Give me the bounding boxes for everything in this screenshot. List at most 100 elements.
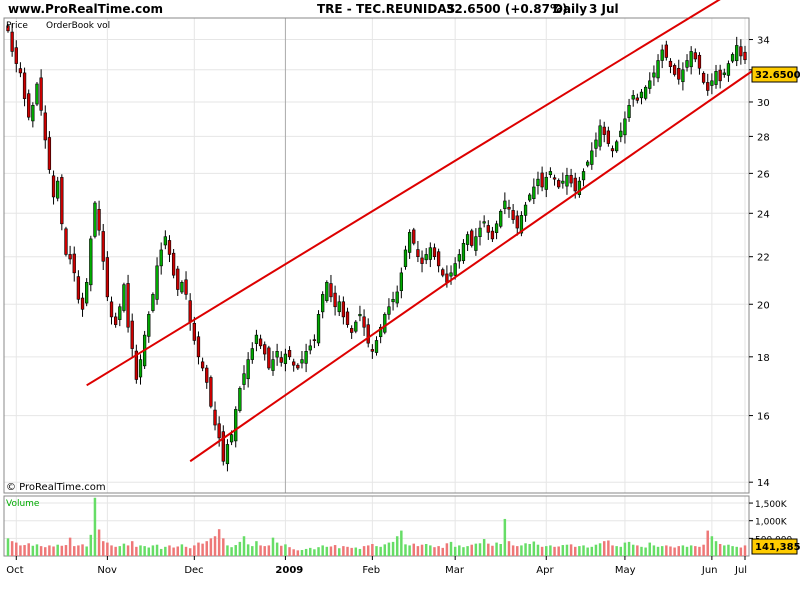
candle-body	[449, 272, 453, 277]
candle-body	[523, 204, 528, 216]
volume-bar	[553, 546, 556, 556]
volume-bar	[499, 544, 502, 556]
volume-bar	[437, 546, 440, 556]
candle-body	[321, 294, 325, 313]
volume-bar	[714, 541, 718, 556]
volume-bar	[462, 547, 465, 556]
volume-bar	[126, 545, 130, 556]
candle-body	[6, 25, 10, 32]
x-tick-label: Jun	[701, 565, 718, 576]
candle-body	[619, 130, 623, 138]
price-panel-frame	[3, 17, 750, 494]
candle-body	[242, 373, 246, 385]
volume-bar	[325, 546, 329, 556]
candle-body	[577, 180, 582, 195]
candle-body	[714, 71, 718, 85]
volume-bar	[246, 544, 250, 556]
volume-bar	[495, 542, 498, 556]
volume-bar	[193, 545, 196, 556]
volume-bar	[528, 544, 531, 556]
volume-bar	[718, 544, 722, 556]
volume-bar	[118, 546, 122, 556]
candle-body	[374, 340, 379, 353]
candle-body	[205, 367, 209, 383]
volume-bar	[590, 546, 594, 556]
volume-panel-label: Volume	[6, 499, 40, 509]
period-label: Daily	[553, 2, 588, 16]
volume-bar	[383, 544, 387, 556]
candle-body	[677, 67, 681, 80]
volume-bar	[420, 544, 424, 556]
volume-bar	[615, 546, 618, 556]
volume-bar	[400, 530, 403, 556]
volume-bar	[412, 543, 416, 556]
volume-bar	[735, 546, 738, 556]
axes-labels: 1416182022242628303234OctNovDec2009FebMa…	[6, 36, 792, 576]
volume-bar	[60, 545, 64, 556]
volume-bar	[433, 547, 436, 556]
volume-bar	[81, 544, 84, 556]
candle-body	[710, 80, 714, 86]
volume-bar	[507, 541, 511, 556]
volume-bar	[197, 542, 200, 556]
volume-bar	[52, 546, 55, 556]
volume-bar	[627, 541, 631, 556]
volume-bar	[362, 546, 366, 556]
candle-body	[31, 105, 35, 122]
volume-bar	[487, 543, 490, 556]
candle-body	[155, 265, 159, 300]
volume-bar	[114, 546, 117, 556]
candle-body	[234, 409, 238, 442]
candle-body	[474, 236, 478, 251]
volume-bar	[288, 547, 291, 556]
volume-bar	[391, 541, 395, 556]
candle-body	[412, 229, 416, 244]
candle-body	[557, 180, 561, 188]
volume-bar	[358, 548, 362, 556]
candle-body	[316, 314, 321, 344]
candle-body	[196, 336, 201, 358]
volume-bar	[478, 543, 482, 556]
last-price-tag: 32.6500	[755, 70, 800, 81]
volume-bar	[180, 544, 184, 556]
volume-bar	[337, 548, 341, 556]
volume-bar	[56, 544, 59, 556]
volume-bar	[27, 543, 30, 556]
volume-bar	[300, 550, 304, 556]
x-tick-label: Mar	[445, 565, 465, 576]
candle-body	[615, 141, 619, 152]
candle-body	[109, 301, 114, 318]
volume-bar	[524, 543, 527, 556]
site-name[interactable]: www.ProRealTime.com	[8, 2, 163, 16]
volume-bar	[73, 546, 76, 556]
candle-body	[519, 215, 524, 234]
candle-body	[159, 249, 163, 267]
candle-body	[176, 268, 180, 290]
y-tick-label: 18	[757, 353, 770, 364]
volume-bar	[238, 541, 242, 556]
volume-bar	[321, 545, 324, 556]
volume-bar	[689, 545, 693, 556]
candle-body	[80, 297, 85, 310]
volume-bar	[557, 546, 560, 556]
volume-bar	[184, 546, 188, 556]
candle-body	[254, 334, 259, 344]
volume-bar	[176, 546, 180, 556]
candle-body	[308, 345, 312, 351]
candle-body	[664, 44, 668, 58]
date-label: 3 Jul	[589, 2, 619, 16]
candle-body	[72, 253, 76, 274]
candle-body	[130, 320, 134, 349]
candle-body	[540, 172, 544, 188]
candle-body	[221, 431, 225, 462]
candle-body	[22, 72, 27, 99]
volume-bar	[130, 541, 134, 556]
candle-body	[548, 171, 553, 176]
volume-bar	[31, 545, 35, 556]
volume-bar	[607, 540, 610, 556]
x-tick-label: Dec	[184, 565, 203, 576]
volume-bar	[540, 546, 544, 556]
candle-body	[432, 247, 437, 258]
candle-body	[552, 177, 557, 180]
